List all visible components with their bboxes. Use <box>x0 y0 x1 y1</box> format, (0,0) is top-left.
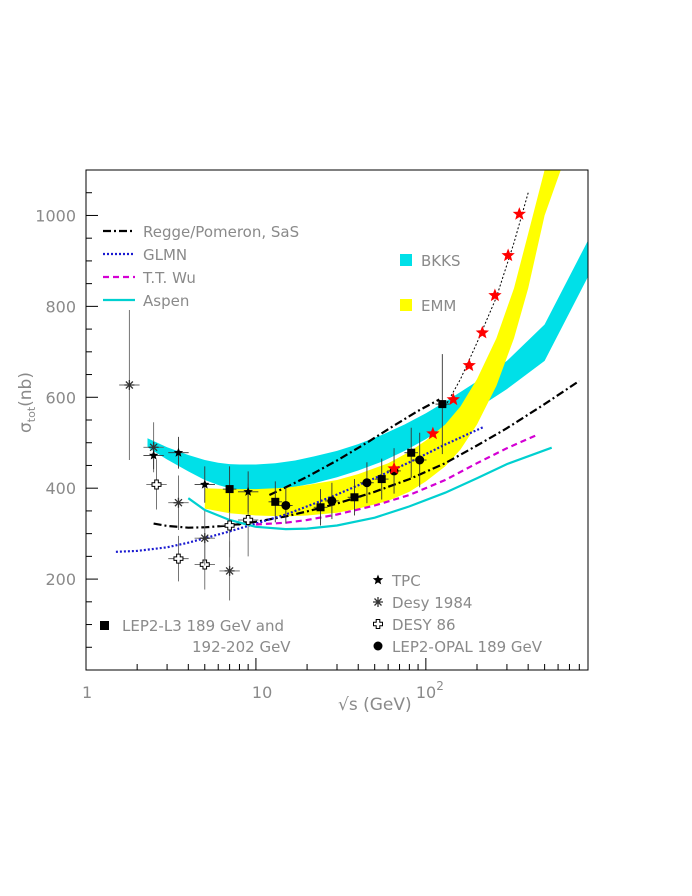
legend-item-line-1: GLMN <box>103 246 187 264</box>
y-tick-label-200: 200 <box>45 570 76 589</box>
legend-label-l3-line1: LEP2-L3 189 GeV and <box>122 617 284 635</box>
legend-item-l3: LEP2-L3 189 GeV and 192-202 GeV <box>100 617 291 656</box>
legend-item-marker-0: TPC <box>372 572 421 590</box>
legend-item-line-0: Regge/Pomeron, SaS <box>103 223 299 241</box>
data-point-star-12 <box>194 466 215 503</box>
legend-item-marker-3: LEP2-OPAL 189 GeV <box>373 638 543 656</box>
legend-label-line-2: T.T. Wu <box>142 269 196 287</box>
data-point-asterisk-8 <box>194 510 215 566</box>
y-tick-label-1000: 1000 <box>35 206 76 225</box>
data-point-square-17 <box>347 479 362 516</box>
legend-label-marker-2: DESY 86 <box>392 616 456 634</box>
y-axis-title-unit: (nb) <box>16 372 36 407</box>
legend-label-band-1: EMM <box>421 297 456 315</box>
red-star-point-7 <box>512 207 526 220</box>
bands-layer <box>147 170 588 517</box>
legend-label-marker-0: TPC <box>391 572 421 590</box>
series-line-t-t-wu-4 <box>255 433 538 526</box>
band-emm <box>204 170 561 517</box>
data-point-square-16 <box>313 489 328 526</box>
y-tick-label-600: 600 <box>45 388 76 407</box>
data-point-star-11 <box>168 436 189 469</box>
data-point-circle-25 <box>412 432 427 488</box>
y-tick-label-400: 400 <box>45 479 76 498</box>
data-point-open-cross-0 <box>146 459 167 510</box>
data-point-square-20 <box>435 354 450 455</box>
data-point-asterisk-7 <box>168 475 189 530</box>
legend-label-line-3: Aspen <box>143 292 189 310</box>
x-tick-label-1: 1 <box>82 683 92 702</box>
data-point-star-10 <box>143 441 164 470</box>
series-line-regge-pomeron-sas-1 <box>268 398 440 496</box>
red-star-point-0 <box>387 461 401 475</box>
legend-item-band-1: EMM <box>400 297 456 315</box>
svg-text:σtot(nb): σtot(nb) <box>16 372 38 433</box>
y-axis-title: σtot(nb) <box>16 372 38 433</box>
red-star-point-3 <box>462 358 476 372</box>
x-tick-label-10: 10 <box>252 683 272 702</box>
red-star-point-5 <box>488 288 502 302</box>
legend-item-band-0: BKKS <box>400 252 461 270</box>
x-tick-label-100: 102 <box>416 679 444 702</box>
red-star-point-4 <box>475 325 489 339</box>
axes-layer: 1 10 102 200 400 600 800 1000 <box>35 169 589 702</box>
data-point-asterisk-5 <box>119 310 140 460</box>
legend-item-line-2: T.T. Wu <box>103 269 196 287</box>
legend-label-line-0: Regge/Pomeron, SaS <box>143 223 299 241</box>
data-point-circle-21 <box>279 487 293 524</box>
legend-label-line-1: GLMN <box>143 246 187 264</box>
legend: Regge/Pomeron, SaS GLMN T.T. Wu Aspen BKKS EM… <box>100 223 543 656</box>
y-tick-label-800: 800 <box>45 297 76 316</box>
data-point-star-13 <box>237 471 259 513</box>
data-point-square-14 <box>222 466 237 512</box>
legend-label-band-0: BKKS <box>421 252 461 270</box>
data-point-circle-23 <box>360 462 374 504</box>
legend-label-l3-line2: 192-202 GeV <box>192 638 291 656</box>
red-star-point-6 <box>501 248 515 262</box>
legend-item-marker-1: Desy 1984 <box>373 594 472 612</box>
points-layer <box>119 207 526 601</box>
y-axis-title-main: σ <box>16 422 36 433</box>
data-point-square-18 <box>374 458 389 500</box>
x-axis-title: √s (GeV) <box>338 695 412 715</box>
plot-frame <box>85 169 589 671</box>
data-point-square-15 <box>268 481 283 523</box>
data-point-square-19 <box>404 427 419 478</box>
data-point-circle-22 <box>325 482 339 520</box>
data-point-asterisk-9 <box>219 541 240 601</box>
y-axis-title-sub: tot <box>25 406 38 422</box>
legend-item-line-3: Aspen <box>103 292 189 310</box>
series-line-regge-pomeron-sas-0 <box>153 379 580 529</box>
data-point-open-cross-1 <box>168 535 189 582</box>
legend-label-marker-1: Desy 1984 <box>392 594 472 612</box>
legend-item-marker-2: DESY 86 <box>373 616 456 634</box>
legend-label-marker-3: LEP2-OPAL 189 GeV <box>392 638 543 656</box>
red-star-point-2 <box>446 392 460 406</box>
red-star-point-1 <box>426 426 440 440</box>
